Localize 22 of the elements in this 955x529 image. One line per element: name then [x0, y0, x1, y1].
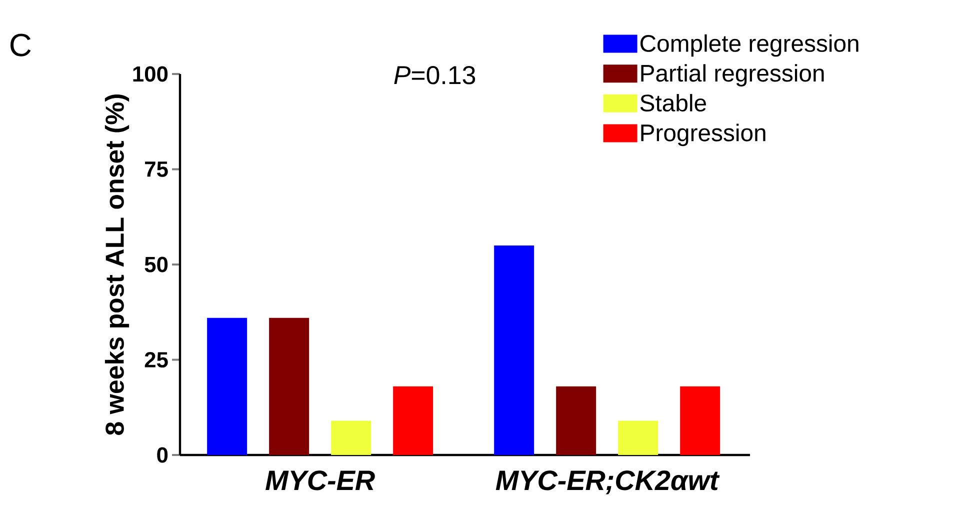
bar — [618, 420, 658, 455]
y-tick-label: 100 — [133, 66, 168, 82]
bar — [269, 318, 310, 455]
y-tick-label: 0 — [157, 447, 168, 463]
bar — [331, 420, 372, 455]
legend-label: Stable — [640, 94, 706, 112]
bar — [393, 386, 434, 455]
bar — [680, 386, 720, 455]
y-axis-title: 8 weeks post ALL onset (%) — [104, 94, 130, 435]
legend-label: Progression — [641, 124, 766, 146]
x-tick-label: MYC-ER — [266, 470, 375, 490]
y-tick-label: 75 — [145, 162, 168, 177]
x-tick-label: MYC-ER;CK2αwt — [496, 470, 720, 494]
y-tick-label: 25 — [144, 352, 168, 368]
bar — [556, 386, 596, 455]
legend-label: Partial regression — [641, 64, 824, 86]
bar — [207, 318, 248, 455]
bar — [494, 245, 534, 455]
annotation: P=0.13 — [394, 66, 476, 84]
y-tick-label: 50 — [144, 256, 168, 272]
text: C — [10, 34, 31, 56]
legend-label: Complete regression — [640, 34, 858, 57]
